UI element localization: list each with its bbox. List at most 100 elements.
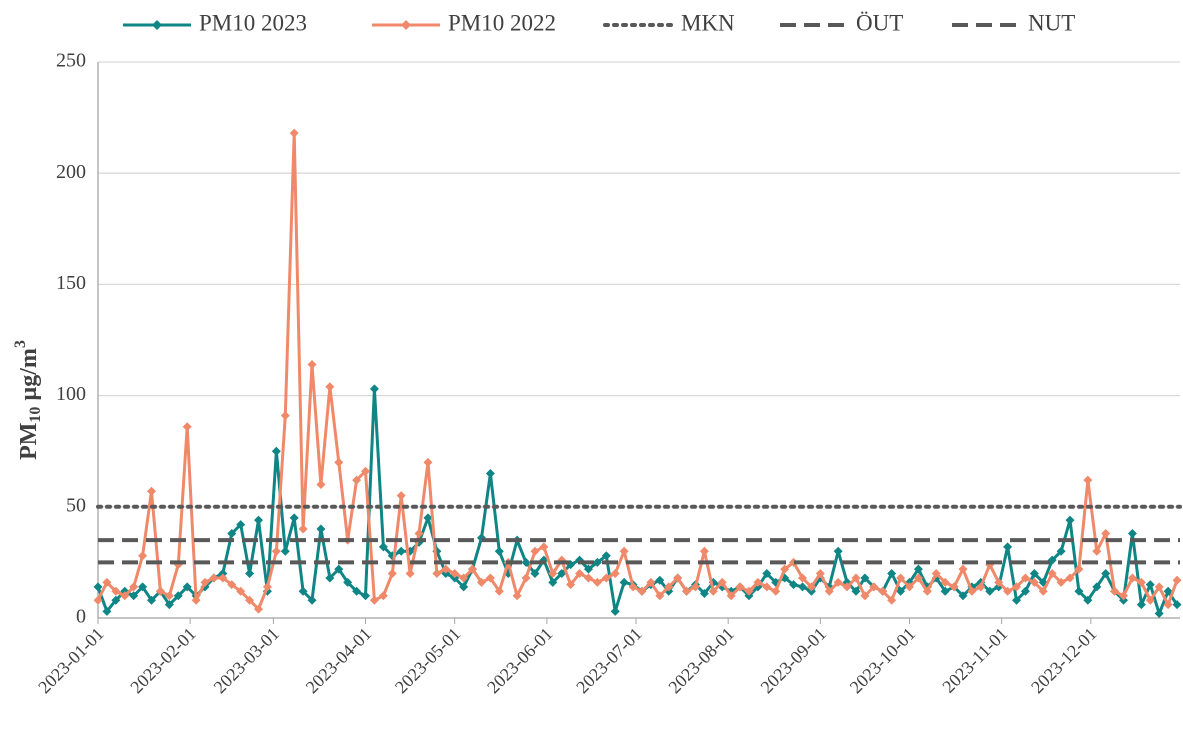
point	[1020, 573, 1030, 583]
point	[236, 520, 246, 530]
point	[1012, 595, 1022, 605]
point	[557, 569, 567, 579]
x-tick-label: 2023-08-01	[664, 624, 738, 698]
point	[530, 569, 540, 579]
x-tick-label: 2023-03-01	[210, 624, 284, 698]
point	[878, 586, 888, 596]
point	[985, 586, 995, 596]
point	[200, 577, 210, 587]
point	[887, 569, 897, 579]
x-tick-label: 2023-07-01	[572, 624, 646, 698]
point	[1092, 546, 1102, 556]
point	[1101, 569, 1111, 579]
point	[762, 582, 772, 592]
point	[450, 569, 460, 579]
series-line	[96, 387, 1179, 616]
point	[726, 591, 736, 601]
y-label-sup: 3	[12, 340, 29, 348]
point	[860, 591, 870, 601]
point	[592, 577, 602, 587]
point	[610, 569, 620, 579]
point	[361, 466, 371, 476]
point	[896, 573, 906, 583]
point	[147, 595, 157, 605]
point	[1056, 577, 1066, 587]
point	[619, 577, 629, 587]
point	[1145, 580, 1155, 590]
point	[789, 557, 799, 567]
point	[316, 480, 326, 490]
y-tick-label: 200	[56, 161, 86, 183]
point	[931, 569, 941, 579]
point	[708, 586, 718, 596]
point	[833, 577, 843, 587]
point	[361, 591, 371, 601]
point	[182, 582, 192, 592]
point	[690, 582, 700, 592]
point	[771, 586, 781, 596]
point	[262, 582, 272, 592]
point	[1154, 609, 1164, 619]
point	[762, 569, 772, 579]
point	[227, 528, 237, 538]
x-tick-label: 2023-11-01	[938, 624, 1011, 697]
point	[271, 546, 281, 556]
point	[521, 557, 531, 567]
point	[940, 586, 950, 596]
point	[182, 422, 192, 432]
point	[967, 586, 977, 596]
point	[147, 486, 157, 496]
point	[815, 569, 825, 579]
point	[102, 577, 112, 587]
point	[673, 573, 683, 583]
point	[699, 546, 709, 556]
point	[842, 582, 852, 592]
point	[601, 573, 611, 583]
point	[369, 384, 379, 394]
legend-label: PM10 2022	[448, 10, 556, 35]
point	[468, 564, 478, 574]
point	[1056, 546, 1066, 556]
point	[245, 569, 255, 579]
point	[280, 546, 290, 556]
point	[120, 591, 130, 601]
x-tick-label: 2023-10-01	[846, 624, 920, 698]
point	[949, 582, 959, 592]
x-tick-label: 2023-01-01	[34, 624, 108, 698]
point	[958, 591, 968, 601]
point	[592, 557, 602, 567]
point	[637, 586, 647, 596]
point	[1038, 586, 1048, 596]
point	[414, 528, 424, 538]
x-tick-label: 2023-02-01	[126, 624, 200, 698]
point	[155, 586, 165, 596]
point	[735, 582, 745, 592]
point	[245, 595, 255, 605]
point	[298, 524, 308, 534]
point	[111, 586, 121, 596]
point	[628, 582, 638, 592]
point	[601, 551, 611, 561]
point	[378, 542, 388, 552]
point	[797, 582, 807, 592]
x-tick-label: 2023-09-01	[757, 624, 831, 698]
point	[325, 382, 335, 392]
point	[1163, 586, 1173, 596]
point	[887, 595, 897, 605]
point	[164, 600, 174, 610]
point	[1047, 569, 1057, 579]
point	[1074, 586, 1084, 596]
point	[369, 595, 379, 605]
point	[1012, 582, 1022, 592]
legend-label: MKN	[681, 10, 735, 35]
point	[164, 591, 174, 601]
point	[1110, 586, 1120, 596]
point	[717, 577, 727, 587]
point	[869, 582, 879, 592]
point	[619, 546, 629, 556]
point	[797, 573, 807, 583]
point	[1003, 586, 1013, 596]
point	[1136, 600, 1146, 610]
point	[905, 582, 914, 592]
point	[1029, 577, 1039, 587]
